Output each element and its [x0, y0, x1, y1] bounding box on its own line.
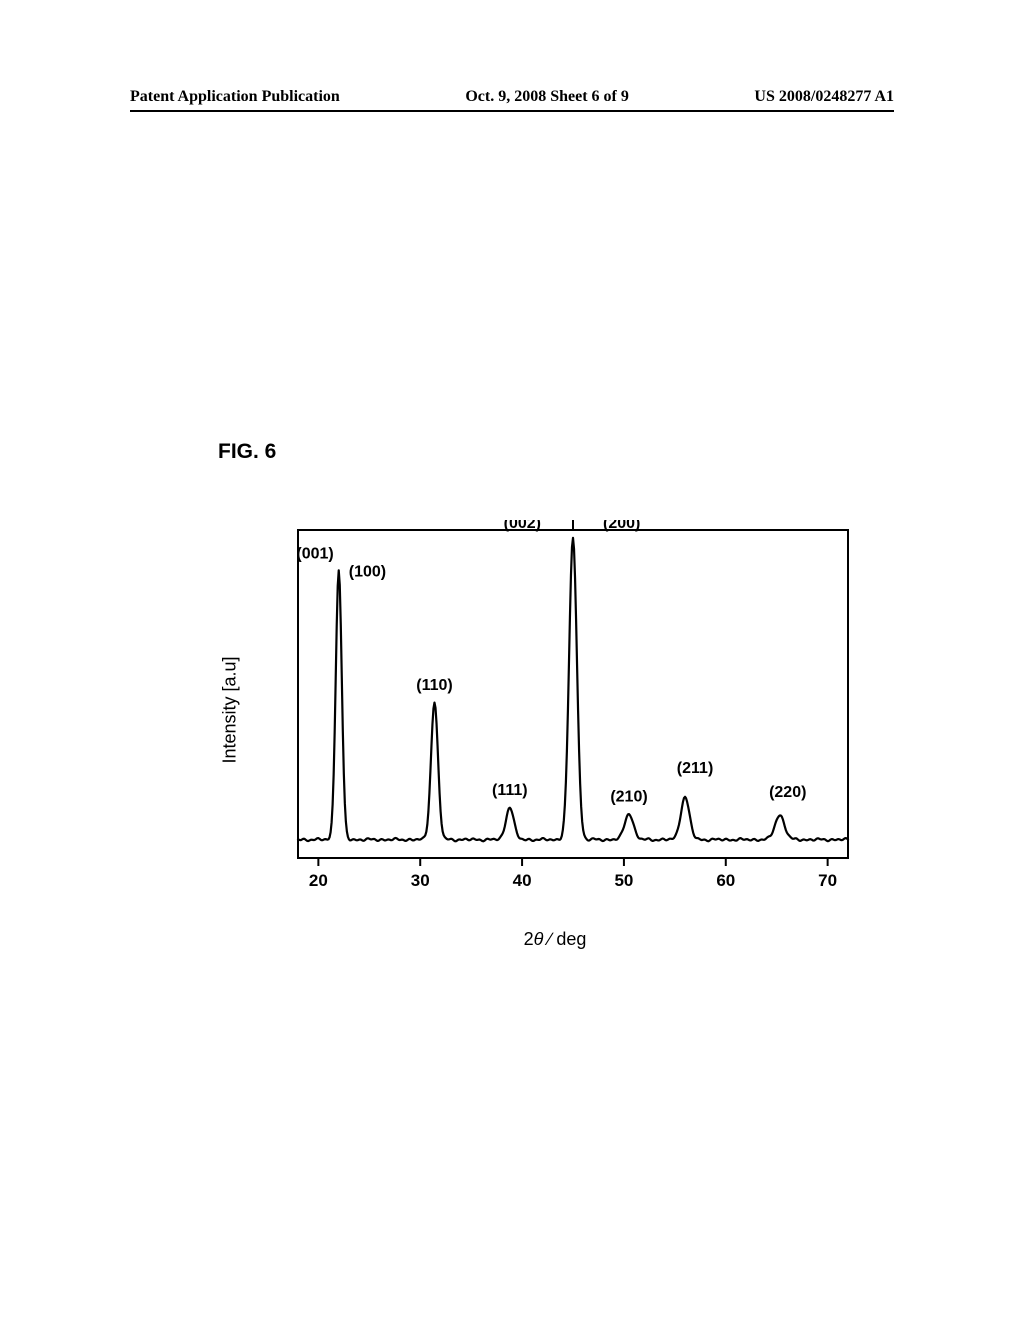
- peak-label: (110): [416, 677, 452, 694]
- peak-label: (100): [349, 564, 386, 581]
- xlabel-sep: ∕: [543, 929, 556, 949]
- x-axis-label: 2θ ∕ deg: [524, 929, 587, 950]
- x-tick-label: 30: [411, 871, 430, 890]
- xlabel-prefix: 2: [524, 929, 534, 949]
- xrd-chart: 20 30 40 50 60 70 (001) (100) (110) (111) (002) (20…: [250, 520, 860, 900]
- x-tick-label: 70: [818, 871, 837, 890]
- xlabel-unit: deg: [556, 929, 586, 949]
- xlabel-theta: θ: [534, 929, 544, 949]
- xrd-chart-svg: 20 30 40 50 60 70 (001) (100) (110) (111) (002) (20…: [250, 520, 860, 900]
- peak-label: (220): [769, 784, 806, 801]
- patent-page-header: Patent Application Publication Oct. 9, 2…: [130, 88, 894, 112]
- x-tick-label: 50: [614, 871, 633, 890]
- peak-label: (200): [603, 520, 640, 532]
- header-right: US 2008/0248277 A1: [754, 88, 894, 106]
- peak-label: (002): [504, 520, 541, 532]
- x-tick-label: 60: [716, 871, 735, 890]
- peak-label: (211): [677, 760, 713, 777]
- y-axis-label: Intensity [a.u]: [220, 656, 241, 763]
- peak-label: (111): [492, 782, 528, 799]
- x-tick-label: 40: [513, 871, 532, 890]
- peak-label: (210): [610, 788, 647, 805]
- header-left: Patent Application Publication: [130, 88, 340, 106]
- figure-label: FIG. 6: [218, 440, 276, 464]
- peak-label: (001): [296, 546, 333, 563]
- header-center: Oct. 9, 2008 Sheet 6 of 9: [465, 88, 629, 106]
- x-tick-label: 20: [309, 871, 328, 890]
